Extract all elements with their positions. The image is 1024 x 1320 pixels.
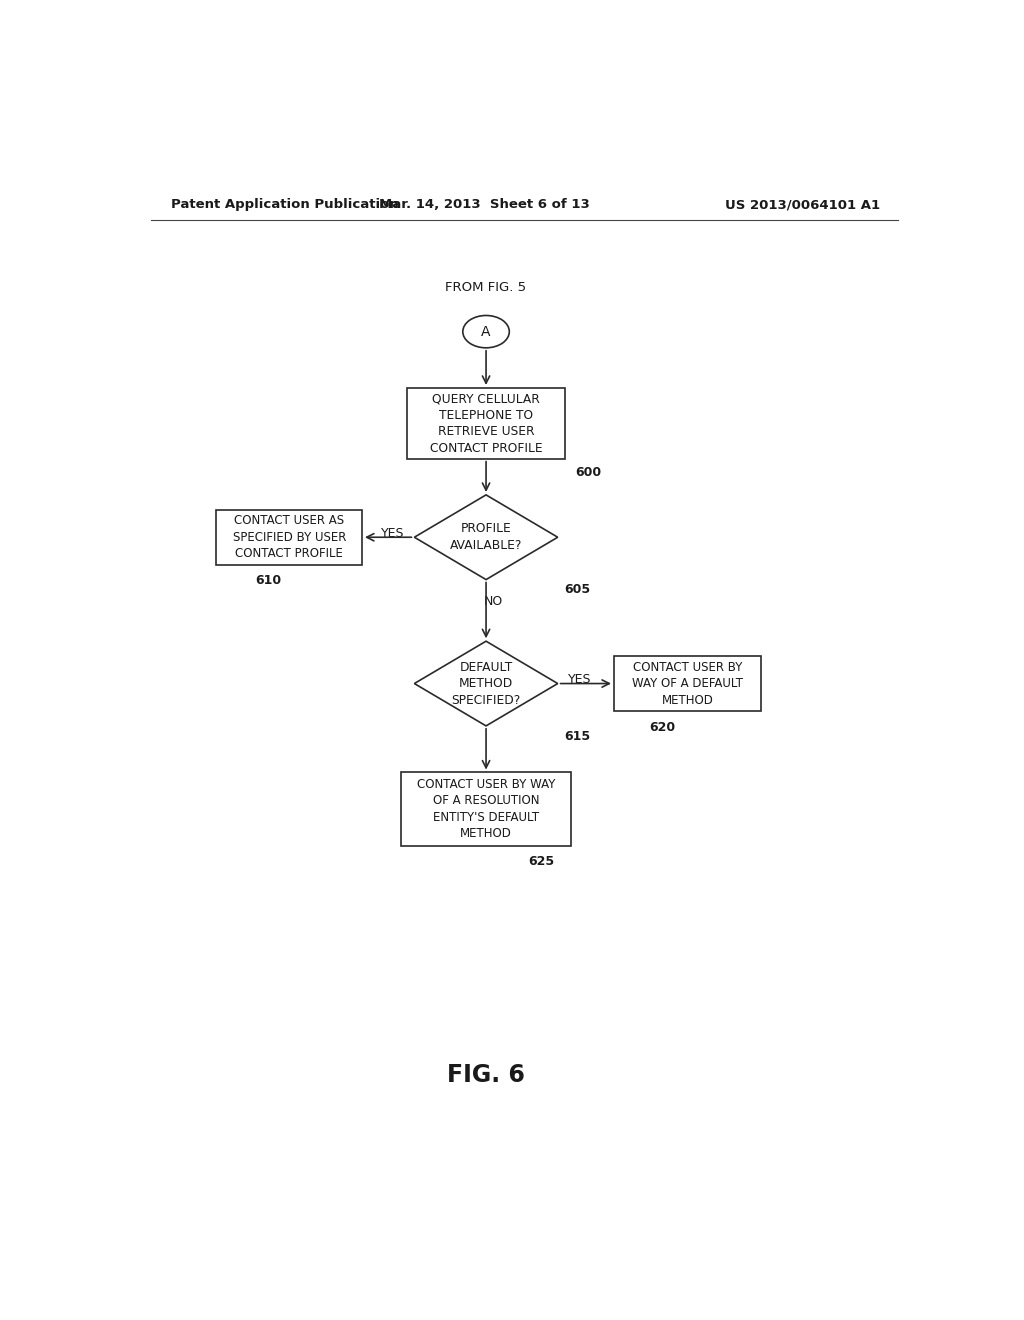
Text: 605: 605 xyxy=(564,583,590,597)
Text: CONTACT USER BY WAY
OF A RESOLUTION
ENTITY'S DEFAULT
METHOD: CONTACT USER BY WAY OF A RESOLUTION ENTI… xyxy=(417,777,555,841)
Text: 600: 600 xyxy=(574,466,601,479)
Ellipse shape xyxy=(463,315,509,348)
Text: 615: 615 xyxy=(564,730,590,743)
Text: DEFAULT
METHOD
SPECIFIED?: DEFAULT METHOD SPECIFIED? xyxy=(452,660,520,706)
Bar xyxy=(407,388,565,459)
Polygon shape xyxy=(415,642,558,726)
Text: CONTACT USER AS
SPECIFIED BY USER
CONTACT PROFILE: CONTACT USER AS SPECIFIED BY USER CONTAC… xyxy=(232,515,346,560)
Text: YES: YES xyxy=(381,527,404,540)
Text: A: A xyxy=(481,325,490,339)
Text: 620: 620 xyxy=(649,721,675,734)
Text: Mar. 14, 2013  Sheet 6 of 13: Mar. 14, 2013 Sheet 6 of 13 xyxy=(379,198,590,211)
Text: FROM FIG. 5: FROM FIG. 5 xyxy=(445,281,526,294)
Text: PROFILE
AVAILABLE?: PROFILE AVAILABLE? xyxy=(450,523,522,552)
Text: CONTACT USER BY
WAY OF A DEFAULT
METHOD: CONTACT USER BY WAY OF A DEFAULT METHOD xyxy=(632,660,743,706)
Text: YES: YES xyxy=(567,673,591,686)
Text: QUERY CELLULAR
TELEPHONE TO
RETRIEVE USER
CONTACT PROFILE: QUERY CELLULAR TELEPHONE TO RETRIEVE USE… xyxy=(430,392,543,454)
Text: FIG. 6: FIG. 6 xyxy=(447,1063,525,1086)
Text: US 2013/0064101 A1: US 2013/0064101 A1 xyxy=(725,198,880,211)
Text: Patent Application Publication: Patent Application Publication xyxy=(171,198,398,211)
Bar xyxy=(614,656,761,711)
Text: 625: 625 xyxy=(528,855,555,867)
Bar xyxy=(216,510,362,565)
Bar xyxy=(400,772,571,846)
Polygon shape xyxy=(415,495,558,579)
Text: 610: 610 xyxy=(255,574,282,587)
Text: NO: NO xyxy=(484,594,504,607)
